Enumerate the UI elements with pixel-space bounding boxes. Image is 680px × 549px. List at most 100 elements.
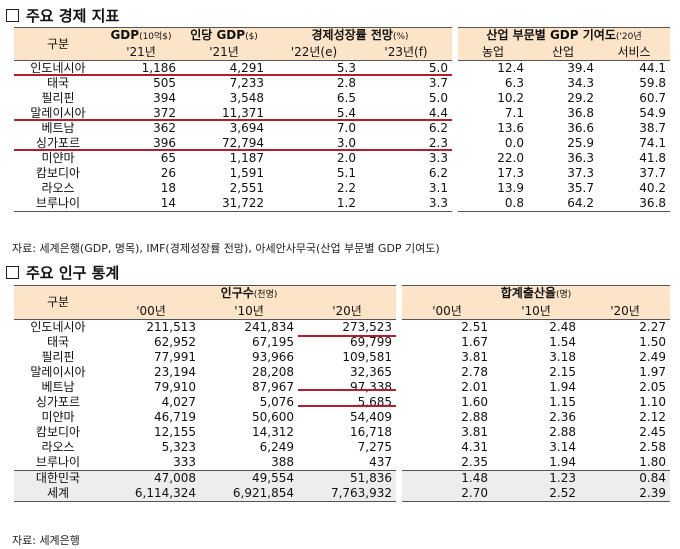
table-row: 1.48 1.23 0.84 <box>402 470 670 486</box>
pop-20-value: 109,581 <box>342 350 393 364</box>
agri-value: 13.9 <box>497 181 524 195</box>
pop-00-value: 77,991 <box>154 350 196 364</box>
pop-00-value: 47,008 <box>102 470 200 486</box>
service-value: 74.1 <box>639 136 667 150</box>
fertility-table: 합계출산율(명) '00년 '10년 '20년 2.51 2.48 2.27 1.67… <box>402 285 670 502</box>
country-name: 태국 <box>46 76 70 90</box>
gdppc-value: 72,794 <box>222 136 264 150</box>
industry-value: 36.8 <box>567 106 594 120</box>
section2-source: 자료: 세계은행 <box>12 534 80 547</box>
pop-00-value: 333 <box>173 455 196 469</box>
header-pop-20: '20년 <box>298 303 397 320</box>
country-name: 태국 <box>46 335 70 349</box>
fert-10-value: 1.15 <box>549 395 576 409</box>
agri-value: 0.0 <box>504 136 524 150</box>
checkbox-square-icon <box>6 9 19 22</box>
agri-value: 10.2 <box>497 91 524 105</box>
population-table: 구분 인구수(천명) '00년 '10년 '20년 인도네시아 211,513 24… <box>14 285 397 502</box>
growth-23-value: 5.0 <box>428 91 449 105</box>
service-value: 38.7 <box>639 121 667 135</box>
table-row: 인도네시아 1,186 4,291 5.3 5.0 <box>14 61 452 77</box>
header-fert-20: '20년 <box>580 303 670 320</box>
country-name: 말레이시아 <box>30 365 86 379</box>
checkbox-square-icon <box>6 266 19 279</box>
growth-22-value: 3.0 <box>336 136 356 150</box>
header-serv: 서비스 <box>598 45 671 61</box>
section1-source: 자료: 세계은행(GDP, 명목), IMF(경제성장률 전망), 아세안사무국… <box>12 242 440 255</box>
gdp-value: 362 <box>153 121 176 135</box>
pop-20-value: 7,763,932 <box>298 486 397 502</box>
growth-22-value: 5.1 <box>336 166 356 180</box>
table-row: 세계 6,114,324 6,921,854 7,763,932 <box>14 486 397 502</box>
header-growth-y2: '23년(f) <box>360 45 453 61</box>
fert-00-value: 3.81 <box>461 425 488 439</box>
growth-22-value: 7.0 <box>336 121 356 135</box>
pop-00-value: 12,155 <box>154 425 196 439</box>
fert-10-value: 2.52 <box>492 486 580 502</box>
table-row: 미얀마 65 1,187 2.0 3.3 <box>14 151 452 166</box>
growth-22-value: 1.2 <box>268 196 360 212</box>
country-name: 세계 <box>14 486 102 502</box>
header-growth-y1: '22년(e) <box>268 45 360 61</box>
pop-10-value: 67,195 <box>252 335 294 349</box>
country-name: 필리핀 <box>41 350 75 364</box>
growth-23-value: 6.2 <box>428 166 449 180</box>
pop-00-value: 23,194 <box>154 365 196 379</box>
highlight-line <box>14 119 452 121</box>
header-fert-00: '00년 <box>402 303 492 320</box>
pop-00-value: 46,719 <box>154 410 196 424</box>
agri-value: 0.8 <box>458 196 528 212</box>
growth-23-value: 3.3 <box>428 151 449 165</box>
gdppc-value: 1,591 <box>229 166 264 180</box>
pop-10-value: 87,967 <box>252 380 294 394</box>
gdp-value: 505 <box>153 76 176 90</box>
fert-00-value: 1.60 <box>461 395 488 409</box>
pop-10-value: 28,208 <box>252 365 294 379</box>
table-row: 2.51 2.48 2.27 <box>402 320 670 336</box>
pop-10-value: 241,834 <box>244 320 294 334</box>
gdppc-value: 11,371 <box>222 106 264 120</box>
fert-20-value: 2.27 <box>639 320 666 334</box>
pop-20-value: 437 <box>369 455 393 469</box>
table-row: 0.0 25.9 74.1 <box>458 136 670 151</box>
gdppc-value: 3,548 <box>229 91 264 105</box>
header-group: 구분 <box>14 27 102 61</box>
table-row: 필리핀 394 3,548 6.5 5.0 <box>14 91 452 106</box>
agri-value: 7.1 <box>504 106 524 120</box>
pop-20-value: 97,338 <box>350 380 393 394</box>
pop-20-value: 273,523 <box>342 320 393 334</box>
highlight-line <box>298 335 396 337</box>
fert-20-value: 2.58 <box>639 440 666 454</box>
country-name: 베트남 <box>41 380 75 394</box>
service-value: 54.9 <box>639 106 667 120</box>
section1-title: 주요 경제 지표 <box>6 5 119 26</box>
table-row: 17.3 37.3 37.7 <box>458 166 670 181</box>
gdppc-value: 31,722 <box>180 196 268 212</box>
fert-20-value: 2.05 <box>639 380 666 394</box>
growth-22-value: 2.2 <box>336 181 356 195</box>
fert-00-value: 2.51 <box>461 320 488 334</box>
agri-value: 17.3 <box>497 166 524 180</box>
pop-20-value: 5,685 <box>357 395 393 409</box>
pop-20-value: 69,799 <box>350 335 393 349</box>
country-name: 미얀마 <box>41 410 75 424</box>
industry-value: 39.4 <box>567 61 594 75</box>
fert-00-value: 1.67 <box>461 335 488 349</box>
highlight-line <box>298 389 396 391</box>
gdp-value: 1,186 <box>141 61 176 75</box>
growth-22-value: 5.3 <box>336 61 356 75</box>
gdp-value: 18 <box>160 181 176 195</box>
service-value: 59.8 <box>639 76 667 90</box>
table-row: 베트남 362 3,694 7.0 6.2 <box>14 121 452 136</box>
country-name: 베트남 <box>41 121 75 135</box>
gdppc-value: 2,551 <box>229 181 264 195</box>
header-pop-10: '10년 <box>200 303 298 320</box>
table-row: 2.01 1.94 2.05 <box>402 380 670 395</box>
table-row: 말레이시아 23,194 28,208 32,365 <box>14 365 396 380</box>
pop-20-value: 32,365 <box>350 365 393 379</box>
pop-00-value: 62,952 <box>154 335 196 349</box>
pop-20-value: 16,718 <box>350 425 393 439</box>
industry-value: 37.3 <box>567 166 594 180</box>
industry-value: 36.3 <box>567 151 594 165</box>
fert-00-value: 2.78 <box>461 365 488 379</box>
